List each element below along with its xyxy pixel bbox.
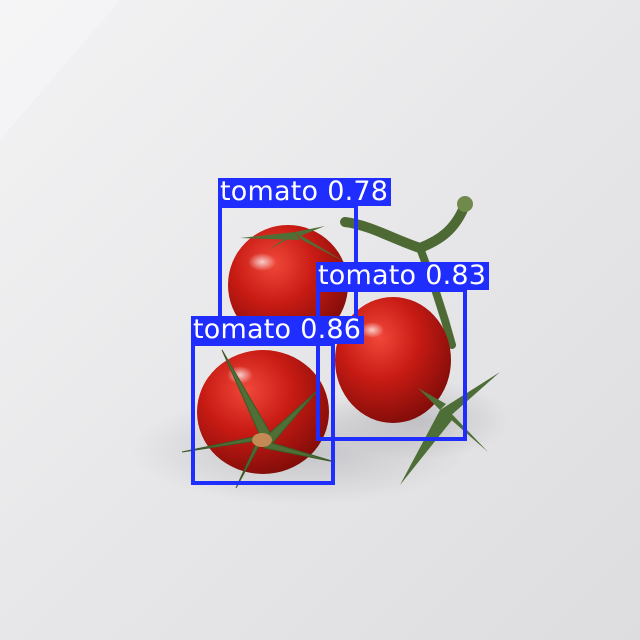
class-label: tomato xyxy=(220,176,319,207)
class-label: tomato xyxy=(318,260,417,291)
class-label: tomato xyxy=(193,314,292,345)
confidence-score: 0.78 xyxy=(327,176,389,207)
detection-box-tomato-086 xyxy=(191,342,335,485)
detection-label-tomato-086: tomato 0.86 xyxy=(191,314,365,345)
detection-label-tomato-078: tomato 0.78 xyxy=(218,176,392,207)
detection-box-tomato-083 xyxy=(316,288,467,441)
detection-label-tomato-083: tomato 0.83 xyxy=(316,260,490,291)
confidence-score: 0.83 xyxy=(425,260,487,291)
confidence-score: 0.86 xyxy=(300,314,362,345)
